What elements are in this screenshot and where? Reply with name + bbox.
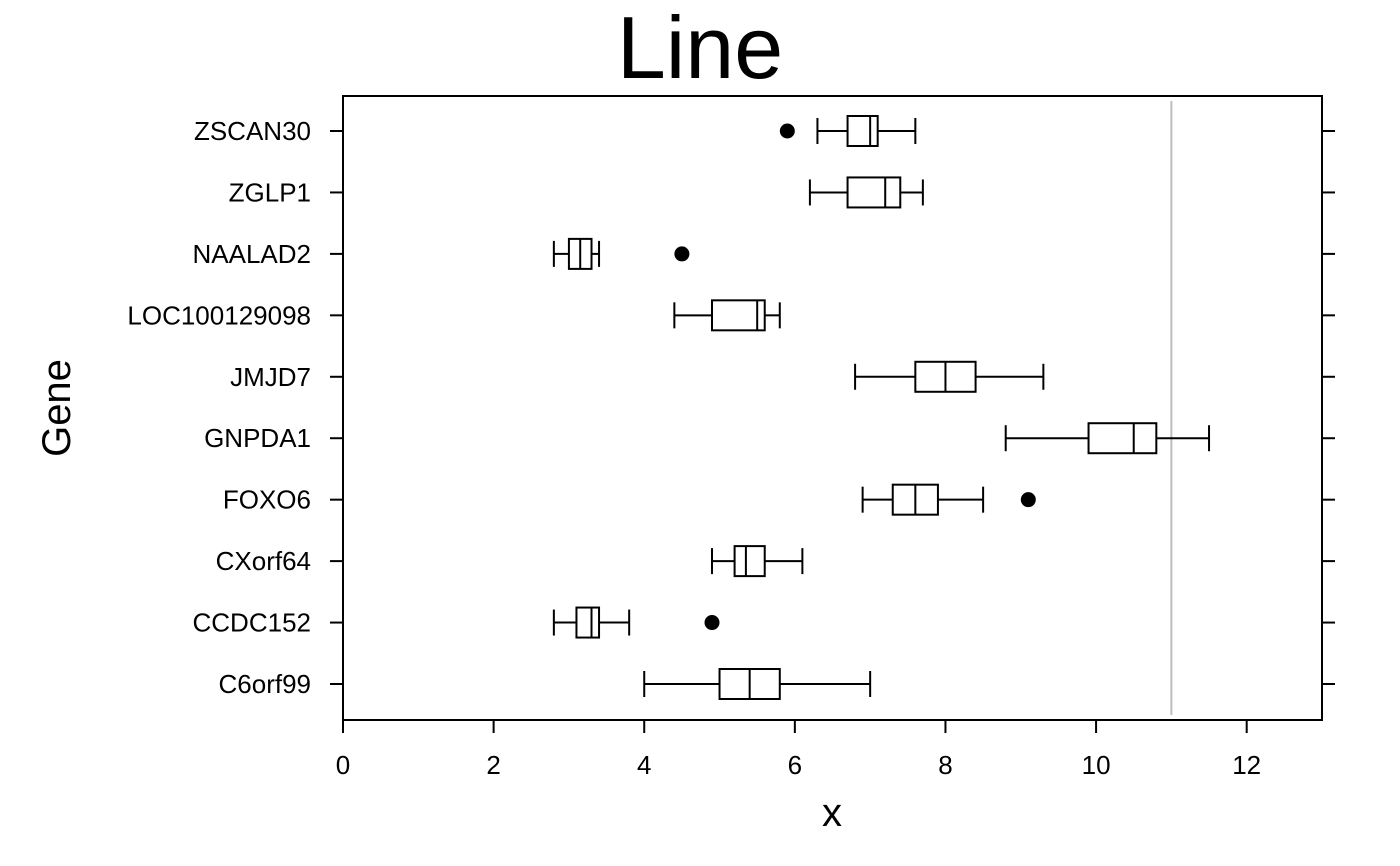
box-ccdc152 (552, 606, 720, 639)
x-axis: 0 2 4 6 8 10 12 (336, 720, 1261, 780)
x-tick-label: 12 (1232, 750, 1261, 780)
iqr-box (846, 176, 902, 209)
x-tick-label: 10 (1082, 750, 1111, 780)
y-axis: C6orf99 CCDC152 CXorf64 FOXO6 GNPDA1 JMJD7 LOC… (127, 116, 1335, 699)
x-tick-label: 8 (938, 750, 952, 780)
box-zscan30 (779, 115, 917, 147)
box-layer (552, 115, 1211, 700)
outlier-point (674, 246, 690, 262)
y-tick-label: FOXO6 (223, 485, 311, 515)
plot-frame (342, 95, 1323, 721)
box-naalad2 (552, 237, 690, 270)
x-tick-label: 0 (336, 750, 350, 780)
iqr-box (846, 115, 879, 147)
box-foxo6 (861, 483, 1036, 516)
y-tick-label: C6orf99 (219, 669, 312, 699)
box-loc100129098 (673, 299, 781, 332)
box-gnpda1 (1004, 422, 1211, 455)
y-tick-label: LOC100129098 (127, 300, 311, 330)
y-tick-label: ZGLP1 (229, 177, 311, 207)
iqr-box (575, 606, 601, 639)
box-cxorf64 (711, 545, 804, 578)
x-axis-label: x (822, 791, 842, 835)
iqr-box (1087, 422, 1158, 455)
outlier-point (704, 615, 720, 631)
y-tick-label: NAALAD2 (193, 239, 312, 269)
x-tick-label: 6 (788, 750, 802, 780)
outlier-point (1020, 492, 1036, 508)
outlier-point (779, 123, 795, 139)
x-tick-label: 4 (637, 750, 651, 780)
x-tick-label: 2 (486, 750, 500, 780)
iqr-box (733, 545, 766, 578)
y-tick-label: JMJD7 (230, 362, 311, 392)
box-zglp1 (808, 176, 924, 209)
y-tick-label: CCDC152 (193, 608, 312, 638)
box-c6orf99 (643, 668, 872, 700)
y-tick-label: CXorf64 (216, 546, 311, 576)
y-tick-label: ZSCAN30 (194, 116, 311, 146)
box-jmjd7 (854, 360, 1045, 393)
y-axis-label: Gene (35, 359, 79, 457)
chart-title: Line (617, 0, 783, 97)
iqr-box (711, 299, 766, 332)
y-tick-label: GNPDA1 (204, 423, 311, 453)
